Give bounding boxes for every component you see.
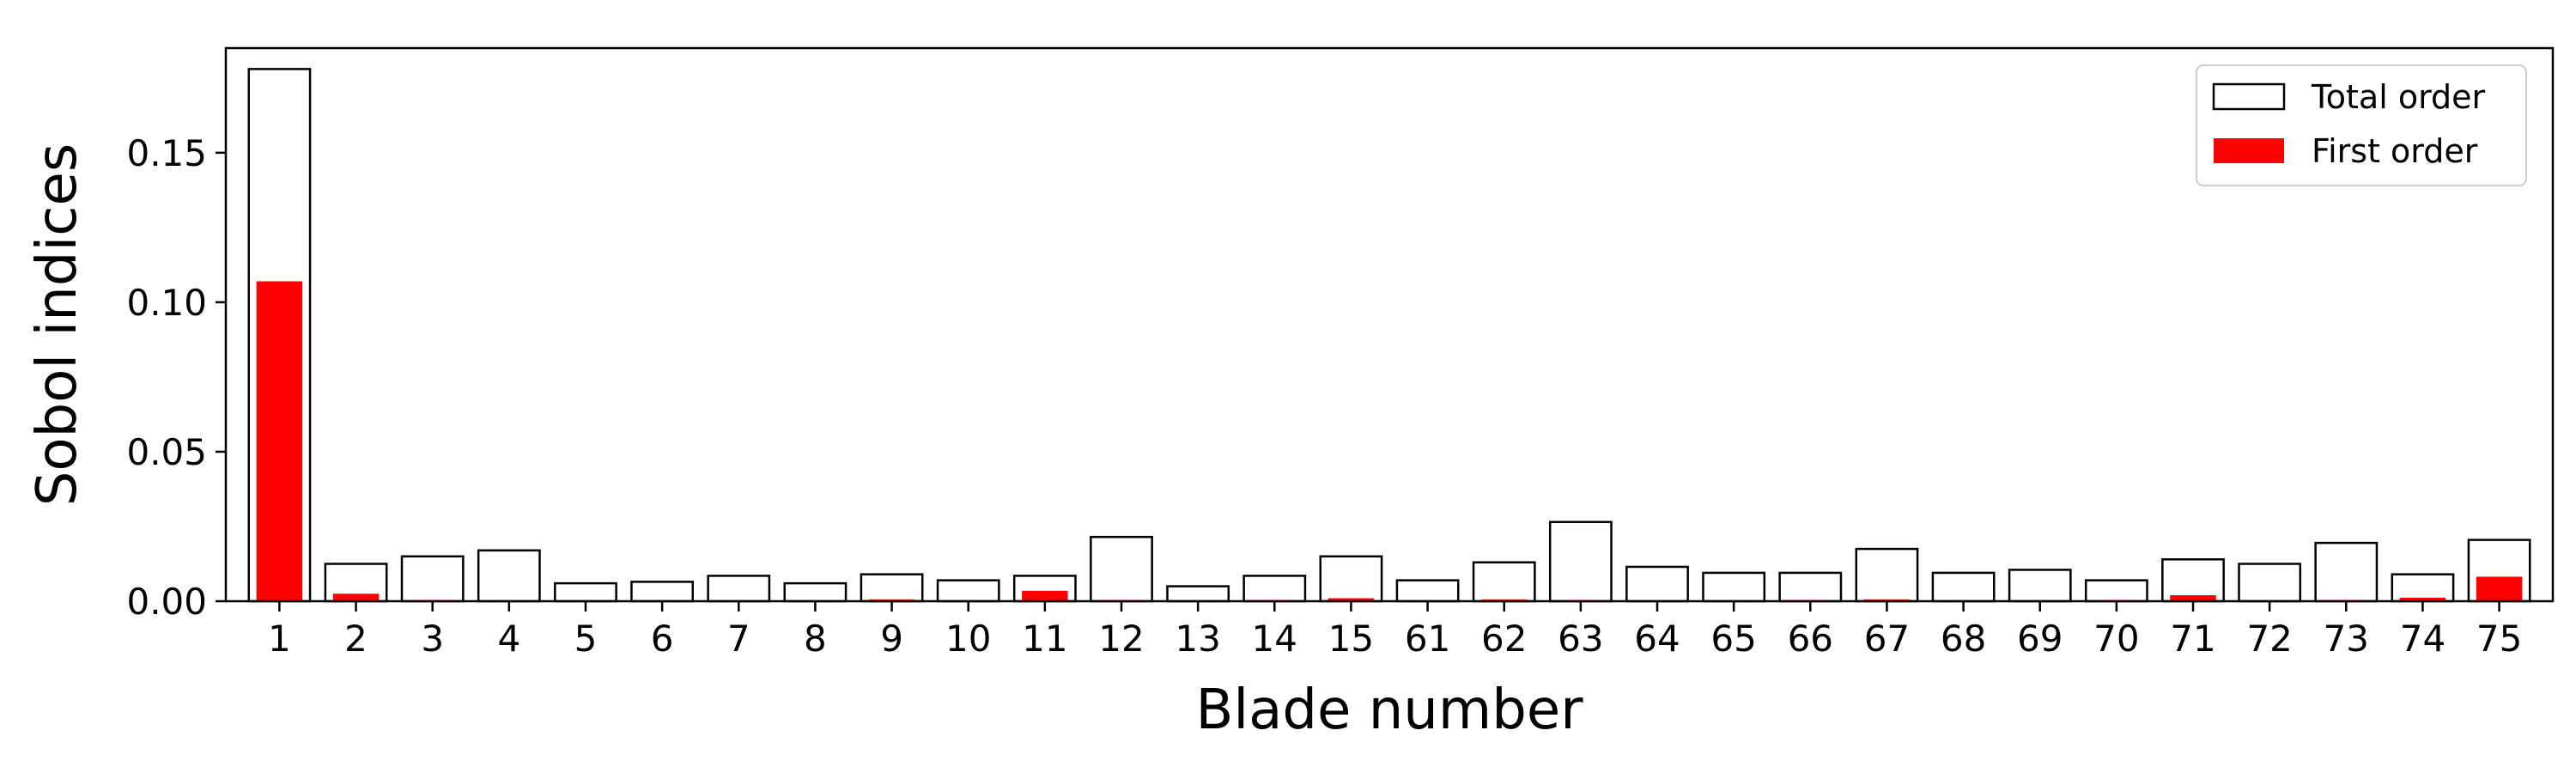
y-tick-label: 0.05 [126, 431, 207, 473]
bar-first-order [1327, 598, 1375, 601]
x-tick-label: 15 [1328, 618, 1374, 660]
x-tick-label: 10 [945, 618, 991, 660]
x-tick-label: 5 [574, 618, 598, 660]
bar-total-order [1702, 571, 1766, 603]
legend-label-first-order: First order [2312, 132, 2478, 170]
x-tick-label: 74 [2400, 618, 2445, 660]
bar-total-order [2084, 579, 2148, 603]
x-tick-label: 75 [2476, 618, 2522, 660]
x-tick-label: 73 [2324, 618, 2369, 660]
x-tick-label: 67 [1864, 618, 1910, 660]
y-axis-title: Sobol indices [26, 143, 89, 506]
bar-total-order [936, 579, 1000, 603]
x-axis: 1 2 3 4 5 6 7 8 9 10 11 12 13 14 15 61 62 63 64 65 66 67 68 69 7… [268, 601, 2522, 660]
x-tick-label: 64 [1634, 618, 1680, 660]
bar-total-order [2238, 563, 2302, 603]
x-tick-label: 14 [1252, 618, 1297, 660]
x-tick-label: 2 [344, 618, 368, 660]
x-tick-label: 7 [727, 618, 750, 660]
bar-total-order [2391, 573, 2455, 603]
bar-first-order [1022, 590, 1068, 601]
x-tick-label: 70 [2093, 618, 2139, 660]
bar-total-order [2161, 558, 2225, 603]
bar-total-order [707, 575, 771, 603]
bar-total-order [2314, 541, 2379, 603]
bar-total-order [477, 549, 541, 603]
x-tick-label: 1 [268, 618, 291, 660]
bar-total-order [1778, 571, 1843, 603]
x-tick-label: 68 [1941, 618, 1986, 660]
x-tick-label: 65 [1710, 618, 1756, 660]
bar-total-order [400, 555, 465, 603]
x-tick-label: 6 [651, 618, 674, 660]
x-tick-label: 4 [497, 618, 520, 660]
bar-total-order [1472, 561, 1536, 603]
bar-first-order [2399, 597, 2446, 601]
x-tick-label: 63 [1558, 618, 1603, 660]
x-tick-label: 3 [421, 618, 444, 660]
bar-total-order [783, 581, 848, 603]
bar-total-order [1931, 571, 1996, 603]
bar-total-order [1855, 547, 1919, 603]
x-tick-label: 13 [1175, 618, 1220, 660]
x-tick-label: 69 [2017, 618, 2063, 660]
y-tick-label: 0.15 [126, 132, 207, 174]
x-tick-label: 71 [2170, 618, 2215, 660]
legend-label-total-order: Total order [2311, 78, 2486, 116]
bar-first-order [2476, 576, 2523, 601]
bar-first-order [332, 593, 380, 601]
legend-swatch-total-order [2212, 82, 2286, 111]
bar-total-order [1242, 575, 1307, 603]
bar-total-order [2008, 569, 2072, 603]
bar-total-order [1166, 585, 1230, 603]
x-tick-label: 12 [1098, 618, 1144, 660]
y-axis: 0.00 0.05 0.10 0.15 [126, 132, 226, 623]
y-tick-label: 0.00 [126, 581, 207, 623]
bar-total-order [1395, 579, 1460, 603]
bar-first-order [256, 281, 303, 601]
legend-swatch-first-order [2214, 138, 2284, 163]
bar-total-order [860, 573, 924, 603]
x-tick-label: 62 [1481, 618, 1527, 660]
x-tick-label: 11 [1022, 618, 1067, 660]
plot-frame [224, 46, 2555, 603]
x-tick-label: 8 [804, 618, 827, 660]
x-tick-label: 9 [880, 618, 903, 660]
bar-total-order [1625, 565, 1689, 603]
bar-total-order [630, 581, 695, 603]
bars-layer [247, 68, 2531, 603]
legend: Total order First order [2196, 64, 2527, 186]
bar-first-order [2170, 595, 2216, 601]
x-tick-label: 72 [2246, 618, 2292, 660]
y-tick-label: 0.10 [126, 282, 207, 324]
x-tick-label: 61 [1405, 618, 1450, 660]
bar-total-order [1090, 535, 1153, 603]
x-tick-label: 66 [1788, 618, 1833, 660]
bar-total-order [1319, 555, 1383, 603]
x-axis-title: Blade number [1195, 679, 1583, 742]
bar-total-order [554, 581, 617, 603]
bar-total-order [1548, 520, 1613, 603]
